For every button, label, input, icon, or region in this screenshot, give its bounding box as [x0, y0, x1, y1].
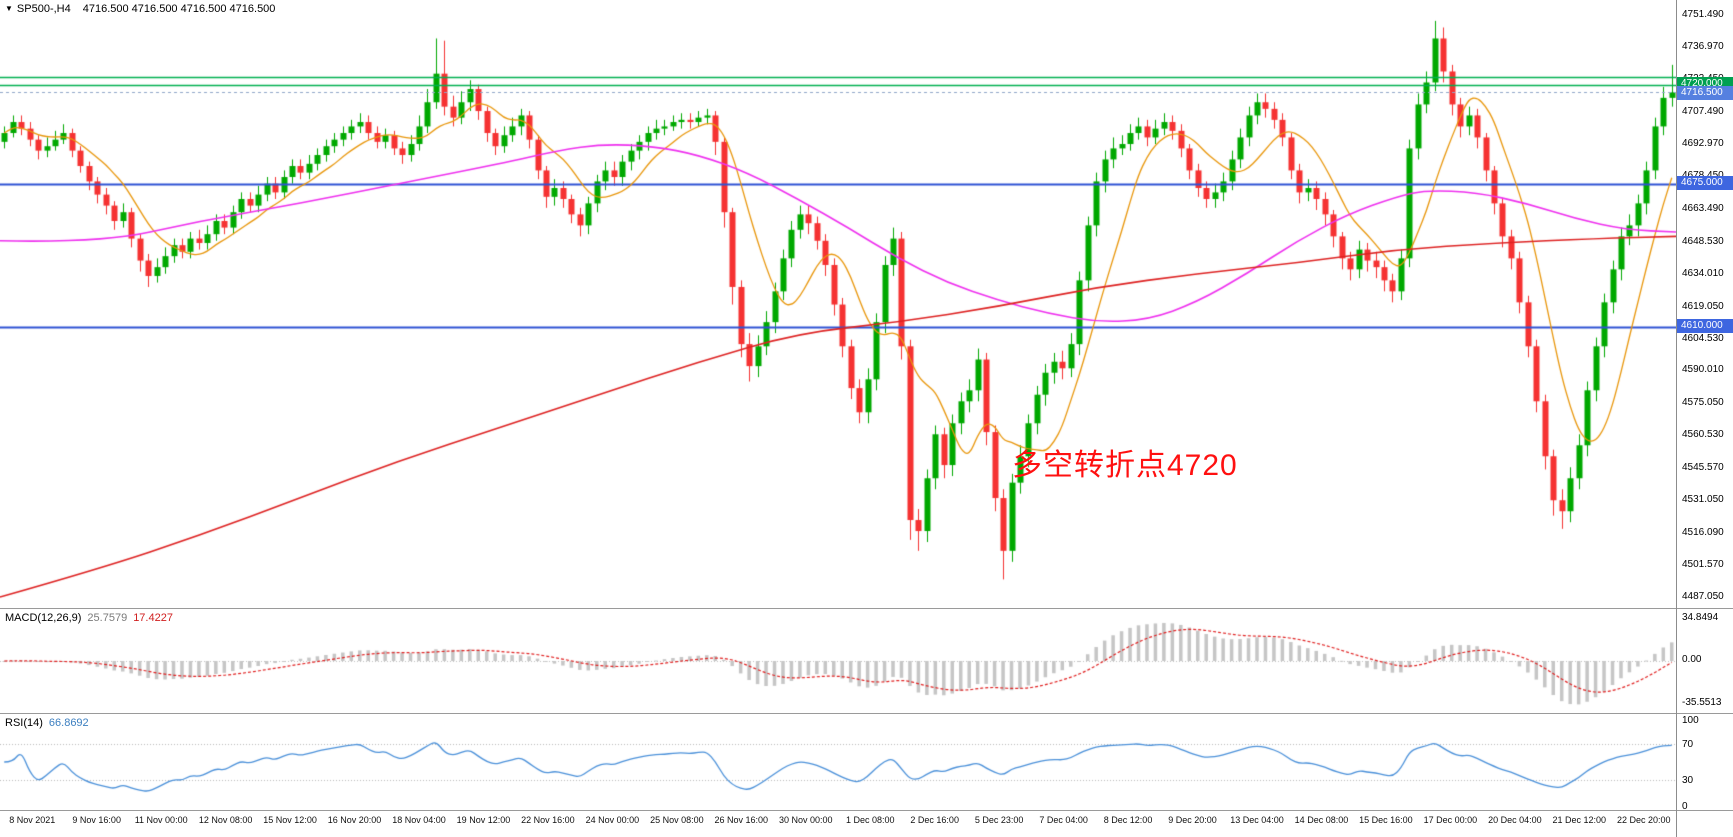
time-axis-label: 25 Nov 08:00: [650, 815, 704, 825]
price-axis-label: 4736.970: [1682, 41, 1724, 53]
one-click-trading-arrow-icon[interactable]: ▼: [5, 4, 13, 13]
price-axis-label: 4545.570: [1682, 462, 1724, 474]
price-tag: 4610.000: [1677, 318, 1733, 333]
macd-main-value: 25.7579: [87, 612, 128, 624]
rsi-value: 66.8692: [48, 717, 89, 729]
price-axis-label: 4619.050: [1682, 300, 1724, 312]
panel-splitter[interactable]: [0, 608, 1733, 609]
price-axis-label: 4531.050: [1682, 494, 1724, 506]
time-axis-label: 24 Nov 00:00: [585, 815, 640, 825]
price-axis-label: 4692.970: [1682, 138, 1724, 150]
time-axis-label: 13 Dec 04:00: [1230, 815, 1284, 825]
price-axis-label: 4501.570: [1682, 558, 1724, 570]
chart-annotation-text[interactable]: 多空转折点4720: [1012, 449, 1238, 482]
time-axis-label: 21 Dec 12:00: [1552, 815, 1607, 825]
time-axis-label: 14 Dec 08:00: [1294, 815, 1349, 825]
price-axis-label: 4707.490: [1682, 106, 1724, 118]
macd-axis-label: 0.00: [1682, 654, 1702, 665]
price-axis-label: 4751.490: [1682, 9, 1724, 21]
time-axis-label: 16 Nov 20:00: [327, 815, 382, 825]
price-axis-label: 4590.010: [1682, 364, 1724, 376]
time-axis-label: 12 Nov 08:00: [198, 815, 253, 825]
price-axis-label: 4575.050: [1682, 397, 1724, 409]
macd-axis-label: -35.5513: [1682, 697, 1722, 708]
rsi-axis-label: 100: [1682, 715, 1699, 726]
macd-indicator-label: MACD(12,26,9) 25.7579 17.4227: [5, 612, 173, 624]
time-axis-label: 15 Nov 12:00: [263, 815, 317, 825]
rsi-indicator-label: RSI(14) 66.8692: [5, 717, 89, 729]
price-axis-label: 4663.490: [1682, 202, 1724, 214]
price-axis-label: 4487.050: [1682, 590, 1724, 602]
time-axis-label: 5 Dec 23:00: [974, 815, 1024, 825]
price-axis-label: 4516.090: [1682, 527, 1724, 539]
price-axis-label: 4648.530: [1682, 235, 1724, 247]
rsi-axis-label: 30: [1682, 774, 1694, 786]
symbol-period-label: SP500-,H4: [16, 3, 71, 15]
price-axis-label: 4560.530: [1682, 429, 1724, 441]
time-axis-label: 30 Nov 00:00: [778, 815, 833, 825]
macd-signal-value: 17.4227: [133, 612, 173, 624]
time-axis-label: 1 Dec 08:00: [845, 815, 895, 825]
price-axis-label: 4634.010: [1682, 267, 1724, 279]
time-axis-label: 8 Nov 2021: [9, 815, 56, 825]
chart-title: ▼ SP500-,H4 4716.500 4716.500 4716.500 471…: [5, 3, 275, 15]
time-axis-label: 11 Nov 00:00: [134, 815, 188, 825]
time-axis-label: 15 Dec 16:00: [1359, 815, 1413, 825]
macd-panel-canvas[interactable]: [0, 609, 1676, 713]
rsi-axis-label: 70: [1682, 739, 1694, 751]
macd-axis-label: 34.8494: [1682, 612, 1719, 623]
price-axis-label: 4604.530: [1682, 332, 1724, 344]
panel-splitter[interactable]: [0, 713, 1733, 714]
time-axis-label: 18 Nov 04:00: [392, 815, 446, 825]
price-tag: 4675.000: [1677, 175, 1733, 190]
macd-name: MACD(12,26,9): [5, 612, 82, 624]
rsi-axis-label: 0: [1682, 801, 1688, 812]
time-axis-label: 26 Nov 16:00: [714, 815, 769, 825]
panel-splitter[interactable]: [0, 810, 1733, 811]
rsi-name: RSI(14): [5, 717, 43, 729]
time-axis-label: 17 Dec 00:00: [1423, 815, 1478, 825]
price-axis-label: 4678.450: [1682, 170, 1724, 181]
time-axis-label: 22 Dec 20:00: [1616, 815, 1671, 825]
ohlc-values-label: 4716.500 4716.500 4716.500 4716.500: [82, 3, 276, 15]
time-axis-label: 2 Dec 16:00: [910, 815, 959, 825]
time-axis-label: 9 Dec 20:00: [1168, 815, 1217, 825]
time-axis-label: 7 Dec 04:00: [1039, 815, 1088, 825]
time-axis-label: 20 Dec 04:00: [1488, 815, 1542, 825]
time-axis-label: 8 Dec 12:00: [1103, 815, 1153, 825]
rsi-panel-canvas[interactable]: [0, 714, 1676, 810]
time-axis-label: 22 Nov 16:00: [521, 815, 575, 825]
current-price-tag: 4716.500: [1677, 86, 1733, 101]
price-axis-border: [1676, 0, 1677, 837]
time-axis-label: 9 Nov 16:00: [72, 815, 121, 825]
price-chart-canvas[interactable]: [0, 0, 1676, 608]
time-axis-label: 19 Nov 12:00: [456, 815, 511, 825]
